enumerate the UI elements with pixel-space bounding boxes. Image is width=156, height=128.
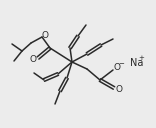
Text: O: O [30, 55, 37, 64]
Text: Na: Na [130, 58, 143, 68]
Text: +: + [138, 55, 144, 61]
Text: O: O [114, 63, 120, 72]
Text: O: O [115, 84, 122, 93]
Text: O: O [42, 31, 49, 40]
Text: −: − [119, 61, 124, 67]
